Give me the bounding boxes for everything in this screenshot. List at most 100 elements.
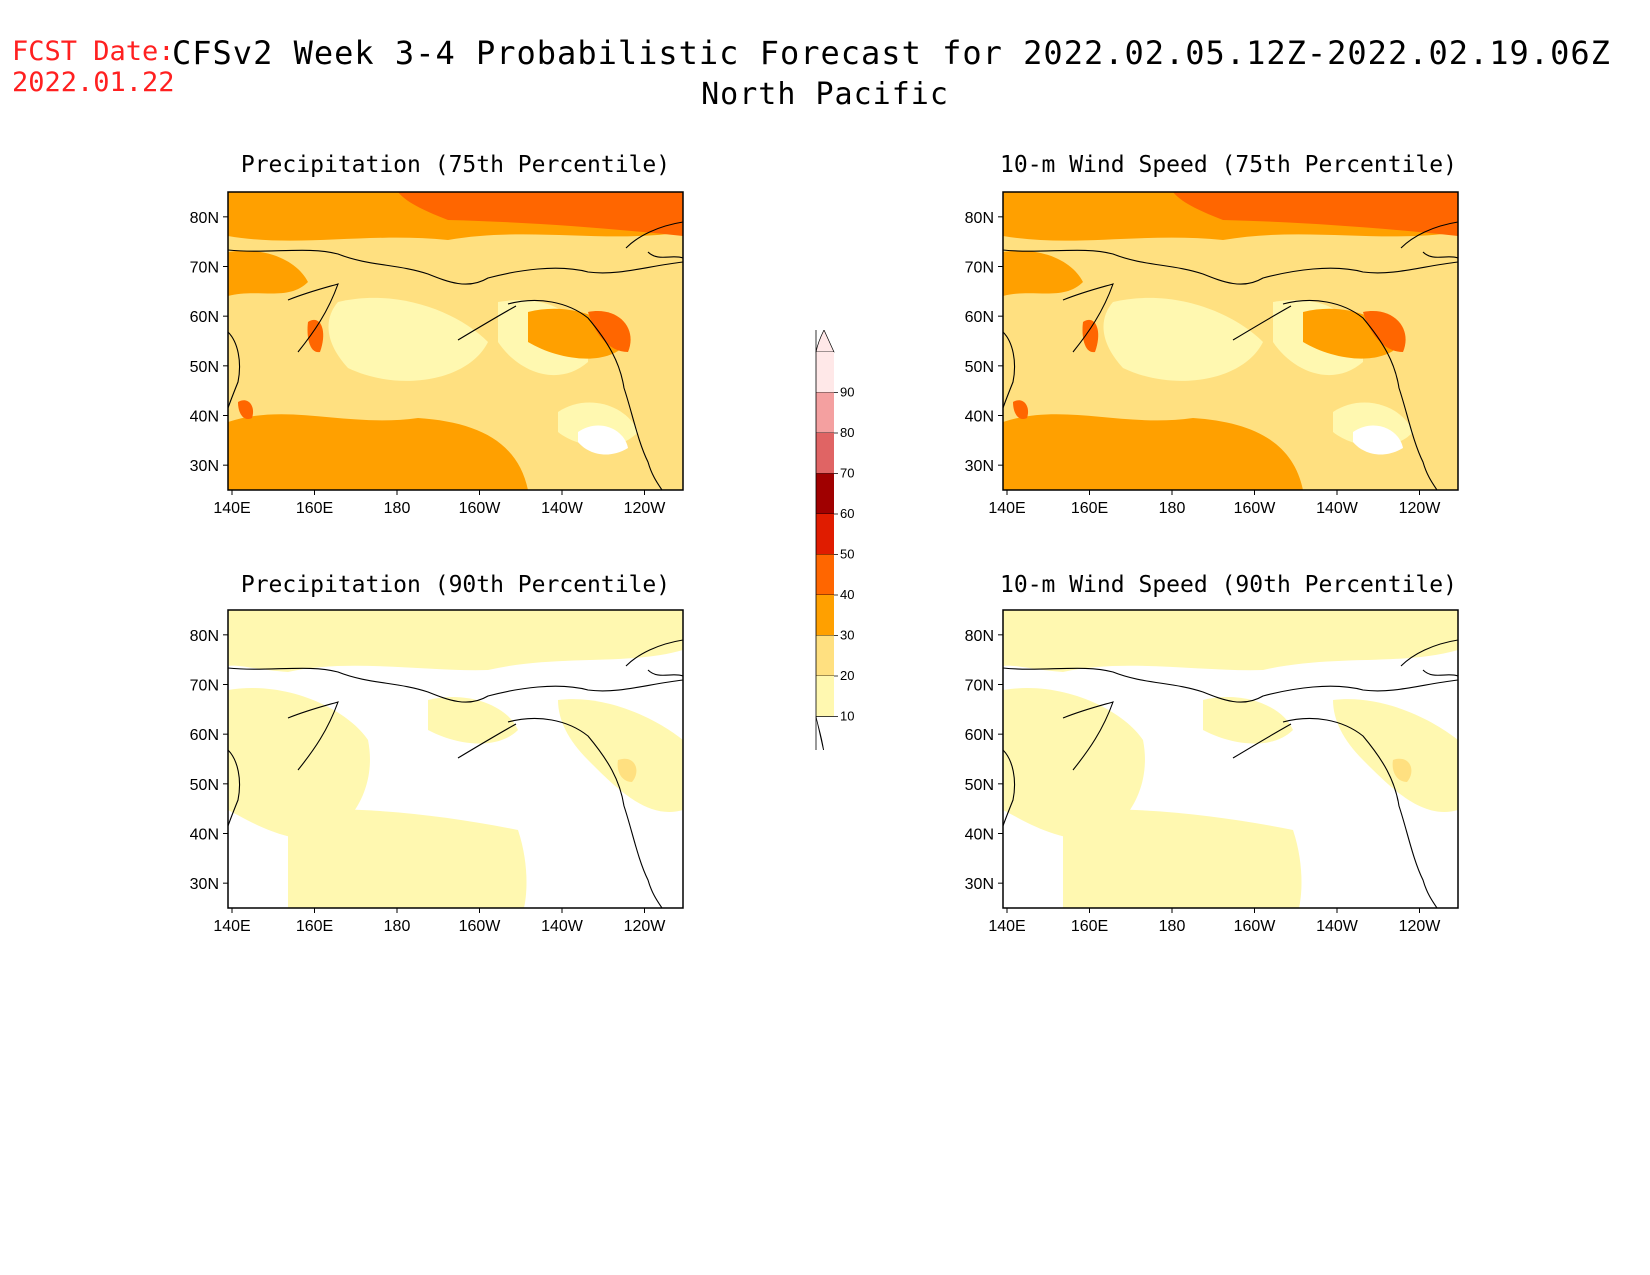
probability-region <box>1003 610 1458 672</box>
colorbar-label: 10 <box>840 709 854 724</box>
lon-label: 120W <box>1399 918 1442 935</box>
panel-title-wind75: 10-m Wind Speed (75th Percentile) <box>1000 152 1457 178</box>
colorbar-label: 80 <box>840 425 854 440</box>
lat-label: 70N <box>190 678 219 695</box>
colorbar-segment <box>816 473 834 514</box>
colorbar-top-cap <box>815 330 835 353</box>
lon-label: 160E <box>1071 918 1108 935</box>
lat-label: 30N <box>965 876 994 893</box>
lon-label: 160W <box>1234 918 1277 935</box>
coastline <box>228 249 683 285</box>
lat-label: 70N <box>965 260 994 277</box>
coastline <box>1282 299 1438 490</box>
probability-region <box>1003 250 1083 296</box>
panel-title-precip90: Precipitation (90th Percentile) <box>240 572 671 598</box>
colorbar-segment <box>816 554 834 595</box>
coastline <box>1062 701 1114 771</box>
colorbar-segment <box>816 514 834 555</box>
map-precip-90th: 80N 70N 60N 50N 40N 30N 140E 160E 180 160W 140W 120… <box>190 609 684 935</box>
probability-region <box>1203 696 1293 744</box>
coastline <box>1400 639 1458 677</box>
lon-label: 160E <box>296 918 333 935</box>
fcst-date-label: FCST Date: <box>12 36 175 67</box>
colorbar-segment <box>816 352 834 393</box>
coastline <box>228 749 241 827</box>
map-wind-90th: 80N 70N 60N 50N 40N 30N 140E 160E 180 160W 140W 120… <box>965 609 1459 935</box>
coastline <box>625 221 683 259</box>
probability-region <box>398 192 683 236</box>
lat-label: 40N <box>965 827 994 844</box>
panel-title-precip75: Precipitation (75th Percentile) <box>240 152 671 178</box>
probability-colorbar: 90 80 70 60 50 40 30 20 10 <box>815 330 854 750</box>
lon-label: 120W <box>624 500 667 517</box>
probability-region <box>1173 192 1458 236</box>
lat-label: 30N <box>965 458 994 475</box>
lat-label: 50N <box>190 777 219 794</box>
lon-label: 140W <box>541 918 584 935</box>
probability-region <box>228 688 370 840</box>
probability-region <box>1063 809 1302 908</box>
lat-label: 50N <box>190 359 219 376</box>
lon-label: 120W <box>624 918 667 935</box>
page-title: CFSv2 Week 3-4 Probabilistic Forecast fo… <box>172 34 1611 72</box>
map-frame <box>227 191 684 491</box>
colorbar-segment <box>816 676 834 717</box>
coastline <box>287 283 339 353</box>
lon-label: 140E <box>213 918 250 935</box>
map-precip-75th: 80N 70N 60N 50N 40N 30N 140E 160E 180 160W 140W 120… <box>190 191 684 517</box>
lat-label: 30N <box>190 458 219 475</box>
lon-label: 180 <box>1159 500 1186 517</box>
lat-label: 40N <box>190 827 219 844</box>
lat-label: 40N <box>190 409 219 426</box>
colorbar-bottom-cap <box>815 716 824 750</box>
coastline <box>228 331 241 409</box>
colorbar-segment <box>816 595 834 636</box>
coastline <box>1003 667 1458 703</box>
probability-region <box>1013 400 1029 420</box>
page-subtitle: North Pacific <box>701 77 949 112</box>
lon-label: 140E <box>988 500 1025 517</box>
lat-label: 60N <box>965 309 994 326</box>
lat-label: 50N <box>965 359 994 376</box>
colorbar-label: 30 <box>840 628 854 643</box>
coastline <box>1232 305 1292 341</box>
lat-label: 60N <box>965 727 994 744</box>
probability-region <box>238 400 254 420</box>
lon-label: 140W <box>1316 500 1359 517</box>
probability-region <box>1363 311 1406 352</box>
lon-label: 140E <box>988 918 1025 935</box>
lon-label: 160W <box>459 500 502 517</box>
colorbar-label: 20 <box>840 668 854 683</box>
probability-region <box>588 311 631 352</box>
coastline <box>1003 749 1016 827</box>
colorbar-segment <box>816 635 834 676</box>
lon-label: 180 <box>384 500 411 517</box>
lat-label: 80N <box>965 628 994 645</box>
colorbar-segment <box>816 433 834 474</box>
probability-region <box>1333 699 1458 812</box>
colorbar-label: 50 <box>840 547 854 562</box>
colorbar-label: 90 <box>840 385 854 400</box>
coastline <box>457 723 517 759</box>
coastline <box>1282 717 1438 908</box>
coastline <box>1232 723 1292 759</box>
colorbar-segment <box>816 392 834 433</box>
probability-region <box>617 758 637 782</box>
lon-label: 180 <box>384 918 411 935</box>
lat-label: 70N <box>965 678 994 695</box>
forecast-date-block: FCST Date: 2022.01.22 <box>12 36 175 98</box>
probability-region <box>558 699 683 812</box>
coastline <box>1003 249 1458 285</box>
coastline <box>625 639 683 677</box>
probability-region <box>1003 414 1303 490</box>
coastline <box>1062 283 1114 353</box>
map-frame <box>1002 609 1459 909</box>
lat-label: 70N <box>190 260 219 277</box>
lat-label: 60N <box>190 309 219 326</box>
probability-region <box>1082 319 1099 353</box>
map-frame <box>1002 191 1459 491</box>
lon-label: 180 <box>1159 918 1186 935</box>
lon-label: 140W <box>541 500 584 517</box>
lon-label: 160E <box>1071 500 1108 517</box>
probability-region <box>228 250 308 296</box>
